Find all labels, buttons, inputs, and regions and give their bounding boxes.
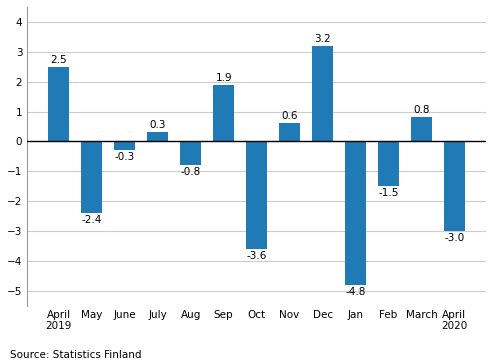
Text: -3.6: -3.6 <box>246 251 267 261</box>
Text: -4.8: -4.8 <box>346 287 366 297</box>
Bar <box>81 141 103 213</box>
Bar <box>378 141 399 186</box>
Text: -2.4: -2.4 <box>81 215 102 225</box>
Bar <box>411 117 432 141</box>
Bar <box>48 67 70 141</box>
Text: 1.9: 1.9 <box>215 72 232 82</box>
Text: 0.8: 0.8 <box>413 105 430 116</box>
Bar <box>279 123 300 141</box>
Bar <box>246 141 267 249</box>
Bar <box>147 132 169 141</box>
Text: Source: Statistics Finland: Source: Statistics Finland <box>10 350 141 360</box>
Text: 0.3: 0.3 <box>149 120 166 130</box>
Bar <box>180 141 201 165</box>
Bar <box>114 141 136 150</box>
Text: -3.0: -3.0 <box>444 233 464 243</box>
Text: -0.3: -0.3 <box>114 152 135 162</box>
Bar <box>444 141 465 231</box>
Text: 2.5: 2.5 <box>50 55 67 64</box>
Text: -1.5: -1.5 <box>378 188 399 198</box>
Text: -0.8: -0.8 <box>180 167 201 177</box>
Bar <box>213 85 234 141</box>
Bar <box>312 46 333 141</box>
Text: 3.2: 3.2 <box>314 34 331 44</box>
Text: 0.6: 0.6 <box>282 111 298 121</box>
Bar <box>345 141 366 285</box>
